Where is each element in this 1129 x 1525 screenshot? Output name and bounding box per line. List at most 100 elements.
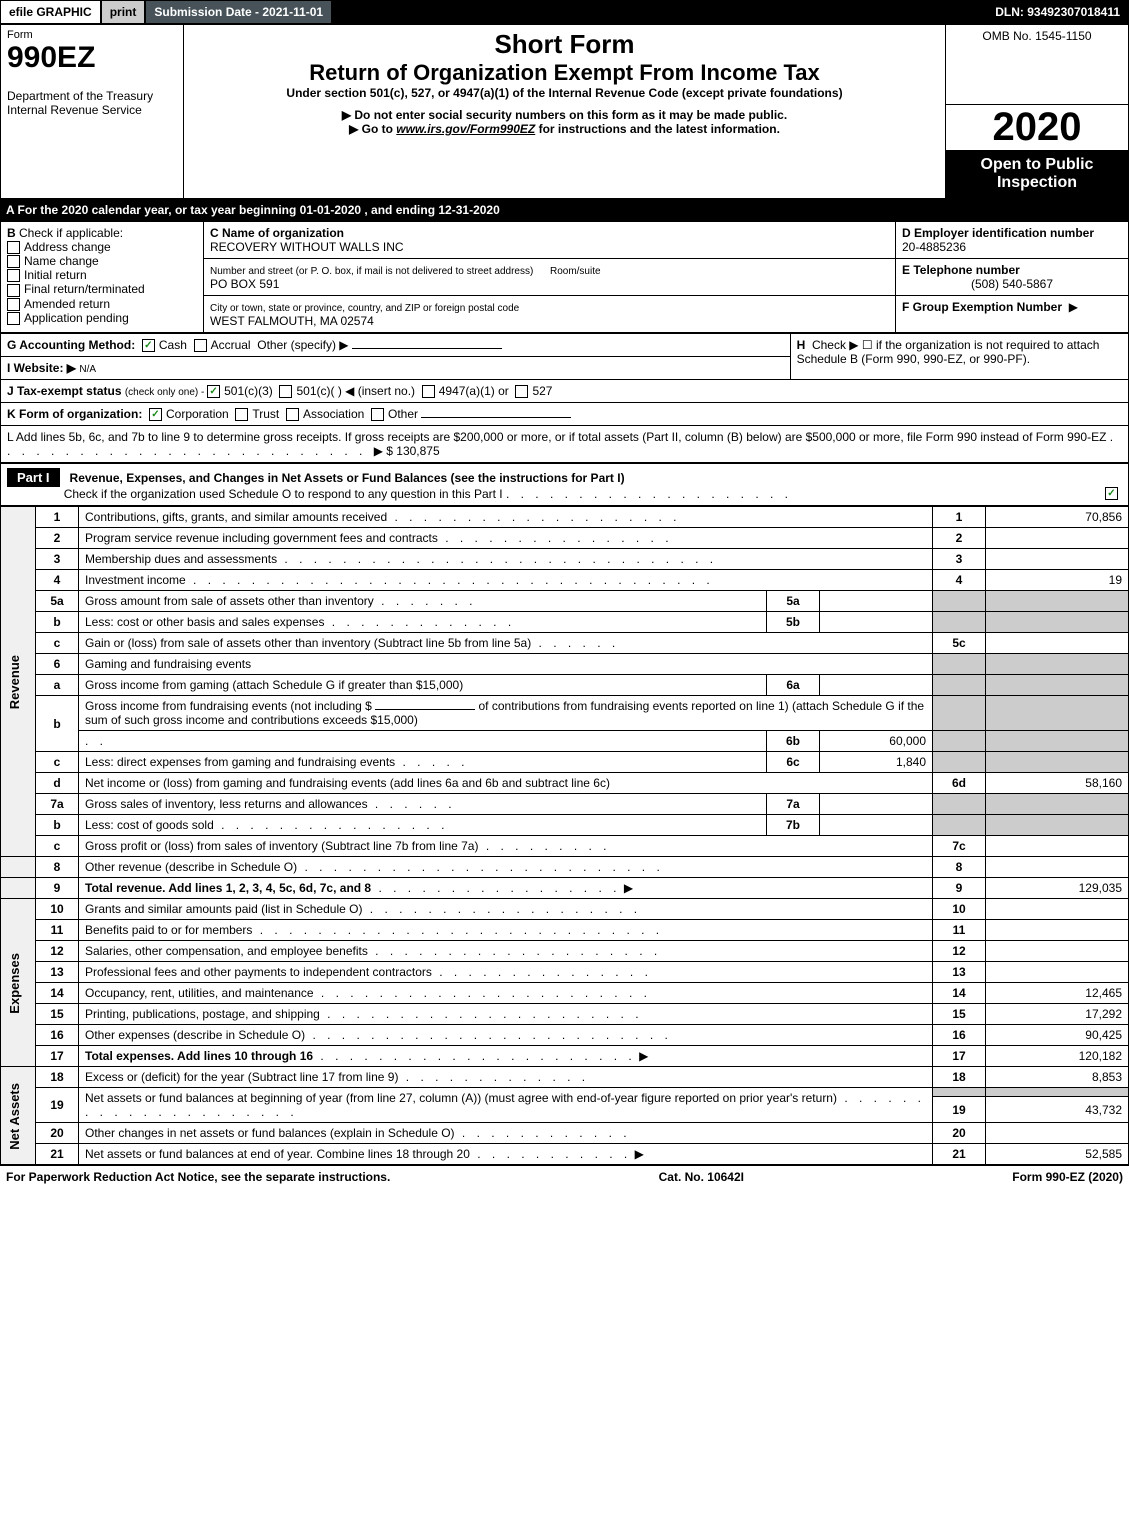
line-19-desc: Net assets or fund balances at beginning… [85, 1091, 837, 1105]
checkbox-527[interactable] [515, 385, 528, 398]
goto-suffix: for instructions and the latest informat… [539, 122, 780, 136]
line-6-desc: Gaming and fundraising events [85, 657, 251, 671]
checkbox-initial-return[interactable] [7, 269, 20, 282]
goto-prefix: ▶ Go to [349, 122, 396, 136]
line-6d-col: 6d [933, 773, 986, 794]
line-6b-shade [933, 696, 986, 731]
line-20-desc: Other changes in net assets or fund bala… [85, 1126, 455, 1140]
line-9-desc: Total revenue. Add lines 1, 2, 3, 4, 5c,… [85, 881, 371, 895]
k-label: K Form of organization: [7, 407, 142, 421]
j-label: J Tax-exempt status [7, 384, 122, 398]
checkbox-501c[interactable] [279, 385, 292, 398]
efile-graphic-link[interactable]: efile GRAPHIC [1, 1, 102, 23]
f-arrow: ▶ [1069, 300, 1078, 314]
d-label: D Employer identification number [902, 226, 1094, 240]
checkbox-association[interactable] [286, 408, 299, 421]
line-10-no: 10 [36, 899, 79, 920]
line-12-desc: Salaries, other compensation, and employ… [85, 944, 368, 958]
line-10-desc: Grants and similar amounts paid (list in… [85, 902, 362, 916]
line-7a-shade [933, 794, 986, 815]
dln: DLN: 93492307018411 [987, 1, 1128, 23]
line-10-val [986, 899, 1129, 920]
submission-date: Submission Date - 2021-11-01 [146, 1, 333, 23]
line-6c-sub: 6c [767, 752, 820, 773]
checkbox-schedule-o[interactable]: ✓ [1105, 487, 1118, 500]
ghijkl-table: G Accounting Method: ✓Cash Accrual Other… [0, 333, 1129, 464]
final-return: Final return/terminated [24, 282, 145, 296]
line-21-desc: Net assets or fund balances at end of ye… [85, 1147, 470, 1161]
line-18-val: 8,853 [986, 1067, 1129, 1088]
line-14-val: 12,465 [986, 983, 1129, 1004]
line-6-no: 6 [36, 654, 79, 675]
line-19-shade [933, 1088, 986, 1097]
footer: For Paperwork Reduction Act Notice, see … [0, 1165, 1129, 1188]
line-12-no: 12 [36, 941, 79, 962]
expenses-section: Expenses [7, 953, 22, 1014]
main-title: Return of Organization Exempt From Incom… [190, 60, 939, 86]
line-6a-subval [820, 675, 933, 696]
line-5b-subval [820, 612, 933, 633]
line-4-no: 4 [36, 570, 79, 591]
line-7c-col: 7c [933, 836, 986, 857]
checkbox-name-change[interactable] [7, 255, 20, 268]
checkbox-501c3[interactable]: ✓ [207, 385, 220, 398]
line-21-no: 21 [36, 1144, 79, 1165]
association-label: Association [303, 407, 364, 421]
irs: Internal Revenue Service [7, 103, 177, 117]
amended-return: Amended return [24, 297, 110, 311]
line-6c-no: c [36, 752, 79, 773]
f-label: F Group Exemption Number [902, 300, 1062, 314]
line-2-col: 2 [933, 528, 986, 549]
line-8-desc: Other revenue (describe in Schedule O) [85, 860, 297, 874]
line-11-col: 11 [933, 920, 986, 941]
line-8-col: 8 [933, 857, 986, 878]
line-5b-shade [933, 612, 986, 633]
checkbox-accrual[interactable] [194, 339, 207, 352]
other-specify: Other (specify) ▶ [257, 338, 348, 352]
line-6a-shade2 [986, 675, 1129, 696]
line-5c-val [986, 633, 1129, 654]
line-9-val: 129,035 [986, 878, 1129, 899]
line-18-no: 18 [36, 1067, 79, 1088]
line-5b-no: b [36, 612, 79, 633]
room-label: Room/suite [550, 266, 601, 277]
print-link[interactable]: print [102, 1, 147, 23]
line-17-col: 17 [933, 1046, 986, 1067]
part1-dots: . . . . . . . . . . . . . . . . . . . . [506, 487, 792, 501]
irs-gov-link[interactable]: www.irs.gov/Form990EZ [396, 122, 535, 136]
line-7b-shade [933, 815, 986, 836]
line-11-desc: Benefits paid to or for members [85, 923, 252, 937]
line-7c-val [986, 836, 1129, 857]
checkbox-application-pending[interactable] [7, 312, 20, 325]
checkbox-amended-return[interactable] [7, 298, 20, 311]
line-8-no: 8 [36, 857, 79, 878]
line-5a-shade [933, 591, 986, 612]
line-6c-desc: Less: direct expenses from gaming and fu… [85, 755, 395, 769]
line-3-val [986, 549, 1129, 570]
top-bar: efile GRAPHIC print Submission Date - 20… [0, 0, 1129, 24]
department-treasury: Department of the Treasury [7, 89, 177, 103]
line-5b-sub: 5b [767, 612, 820, 633]
subtitle: Under section 501(c), 527, or 4947(a)(1)… [190, 86, 939, 100]
checkbox-final-return[interactable] [7, 284, 20, 297]
checkbox-address-change[interactable] [7, 241, 20, 254]
checkbox-4947[interactable] [422, 385, 435, 398]
checkbox-corporation[interactable]: ✓ [149, 408, 162, 421]
form-header: Form 990EZ Department of the Treasury In… [0, 24, 1129, 199]
checkbox-other[interactable] [371, 408, 384, 421]
line-9-arrow: ▶ [624, 881, 633, 895]
checkbox-trust[interactable] [235, 408, 248, 421]
line-21-col: 21 [933, 1144, 986, 1165]
org-name: RECOVERY WITHOUT WALLS INC [210, 240, 404, 254]
line-6b-no: b [36, 696, 79, 752]
line-15-desc: Printing, publications, postage, and shi… [85, 1007, 320, 1021]
checkbox-cash[interactable]: ✓ [142, 339, 155, 352]
line-18-col: 18 [933, 1067, 986, 1088]
line-2-desc: Program service revenue including govern… [85, 531, 438, 545]
line-6c-shade [933, 752, 986, 773]
line-6b-pre: Gross income from fundraising events (no… [85, 699, 372, 713]
part1-title: Revenue, Expenses, and Changes in Net As… [70, 471, 625, 485]
line-6b-shade4 [986, 731, 1129, 752]
l-text: L Add lines 5b, 6c, and 7b to line 9 to … [7, 430, 1106, 444]
line-7c-desc: Gross profit or (loss) from sales of inv… [85, 839, 478, 853]
